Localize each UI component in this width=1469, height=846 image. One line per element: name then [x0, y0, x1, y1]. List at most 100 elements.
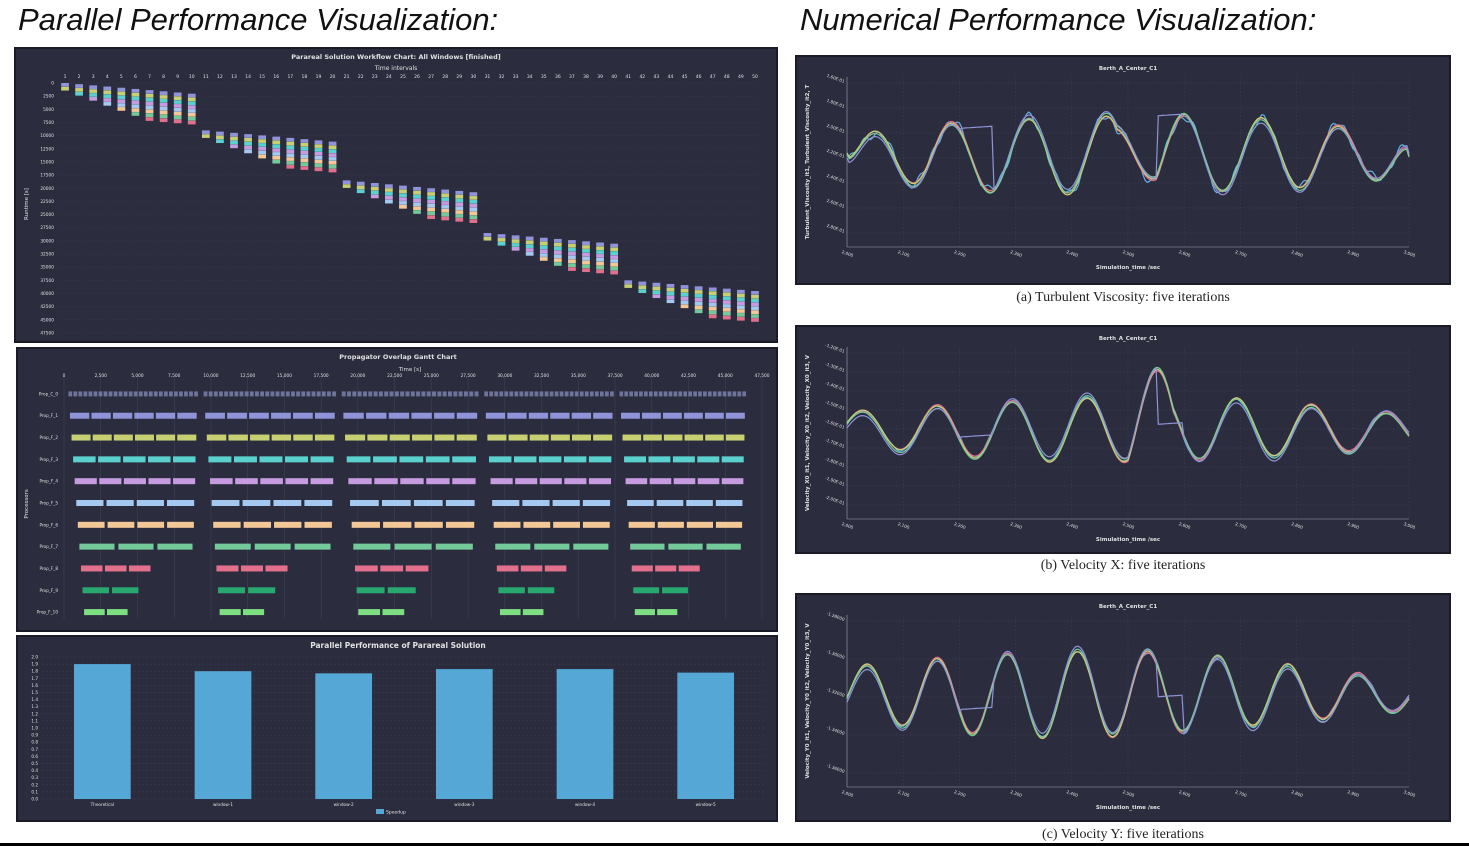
gantt-bar	[683, 391, 688, 397]
workflow-cell	[286, 153, 295, 158]
gantt-x-tick: 47,500	[754, 373, 769, 379]
gantt-bar	[574, 391, 579, 397]
workflow-cell	[610, 270, 619, 275]
workflow-x-tick: 7	[148, 74, 151, 80]
speedup-legend-label: Speedup	[386, 810, 406, 816]
gantt-bar	[445, 500, 475, 506]
velx-y-tick: -1.60E-01	[825, 418, 846, 430]
workflow-cell	[286, 164, 295, 169]
gantt-bar	[381, 500, 411, 506]
workflow-cell	[314, 159, 323, 164]
workflow-cell	[624, 284, 633, 288]
workflow-cell	[145, 117, 154, 121]
workflow-x-tick: 32	[499, 74, 505, 80]
workflow-cell	[370, 190, 379, 195]
gantt-bar	[732, 391, 737, 397]
workflow-cell	[399, 185, 407, 190]
workflow-cell	[737, 297, 745, 302]
workflow-cell	[708, 299, 717, 303]
speedup-y-tick: 0.4	[31, 768, 38, 773]
gantt-y-tick: Prop_F_6	[39, 522, 58, 527]
workflow-cell	[286, 141, 295, 146]
speedup-y-tick: 1.6	[31, 683, 38, 688]
turb-x-tick: 3,000	[1403, 249, 1416, 258]
gantt-bar	[722, 391, 727, 397]
gantt-bar	[703, 391, 707, 397]
gantt-bar	[704, 412, 724, 419]
workflow-cell	[568, 259, 576, 264]
gantt-bar	[499, 391, 504, 397]
velx-x-tick: 2,500	[1122, 521, 1135, 530]
gantt-bar	[71, 434, 91, 441]
workflow-cell	[300, 150, 309, 155]
vely-x-tick: 2,300	[1010, 789, 1023, 798]
gantt-bar	[513, 456, 537, 463]
workflow-cell	[483, 236, 492, 241]
workflow-cell	[159, 118, 168, 123]
gantt-bar	[421, 391, 426, 397]
workflow-cell	[652, 290, 661, 295]
workflow-cell	[455, 198, 464, 203]
gantt-bar	[189, 391, 193, 397]
workflow-cell	[89, 89, 98, 93]
gantt-bar	[634, 391, 638, 397]
workflow-cell	[722, 311, 731, 316]
workflow-cell	[230, 132, 238, 137]
gantt-bar	[270, 391, 275, 397]
workflow-cell	[582, 249, 590, 253]
vely-title: Berth_A_Center_C1	[1099, 604, 1157, 610]
gantt-bar	[208, 391, 213, 397]
gantt-bar	[673, 391, 678, 397]
workflow-cell	[708, 302, 717, 307]
gantt-bar	[742, 391, 747, 397]
workflow-cell	[722, 292, 731, 297]
gantt-bar	[413, 500, 443, 506]
gantt-bar	[77, 521, 105, 528]
workflow-cell	[539, 237, 548, 242]
workflow-cell	[103, 98, 112, 102]
workflow-cell	[652, 282, 661, 287]
gantt-bar	[569, 391, 574, 397]
workflow-cell	[666, 283, 675, 288]
gantt-bar	[327, 391, 331, 397]
gantt-bar	[280, 391, 285, 397]
workflow-cell	[173, 111, 182, 116]
gantt-x-tick: 0	[63, 373, 66, 379]
workflow-cell	[441, 193, 450, 198]
gantt-bar	[373, 456, 397, 463]
workflow-cell	[145, 113, 154, 117]
gantt-bar	[314, 434, 335, 441]
gantt-bar	[106, 609, 128, 616]
gantt-bar	[133, 391, 138, 397]
workflow-x-tick: 42	[639, 74, 645, 80]
workflow-cell	[328, 157, 337, 161]
workflow-cell	[582, 264, 590, 269]
gantt-bar	[265, 565, 288, 572]
workflow-cell	[427, 203, 435, 208]
gantt-bar	[528, 412, 549, 419]
gantt-bar	[672, 456, 695, 463]
gantt-bar	[394, 543, 432, 550]
turb-x-tick: 2,800	[1291, 249, 1304, 258]
workflow-cell	[286, 137, 295, 142]
workflow-cell	[680, 288, 689, 293]
workflow-cell	[258, 135, 267, 140]
workflow-cell	[413, 194, 421, 199]
workflow-cell	[131, 100, 140, 105]
vely-x-tick: 2,000	[841, 789, 854, 798]
workflow-cell	[568, 243, 576, 248]
gantt-bar	[522, 500, 550, 506]
workflow-cell	[455, 217, 464, 222]
workflow-cell	[145, 101, 154, 106]
workflow-cell	[328, 153, 337, 157]
workflow-x-tick: 45	[682, 74, 688, 80]
workflow-cell	[427, 192, 435, 196]
gantt-bar	[725, 412, 745, 419]
workflow-x-tick: 36	[555, 74, 561, 80]
gantt-bar	[157, 543, 193, 550]
gantt-bar	[153, 391, 158, 397]
gantt-y-tick: Prop_C_0	[39, 391, 58, 396]
speedup-y-tick: 1.9	[31, 662, 38, 667]
workflow-cell	[441, 205, 450, 209]
workflow-cell	[230, 136, 238, 141]
